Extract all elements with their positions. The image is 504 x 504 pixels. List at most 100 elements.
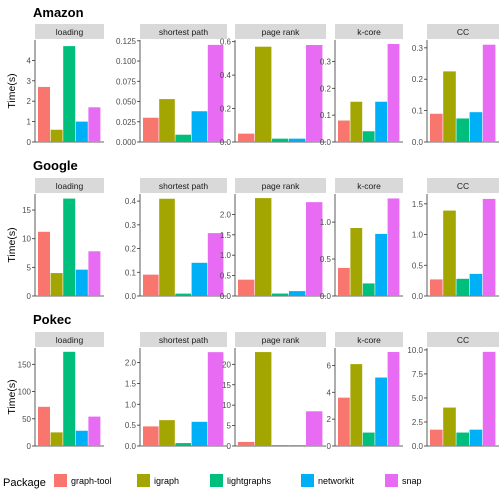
y-tick-label: 0.6 bbox=[220, 38, 232, 47]
bar-graph-tool bbox=[143, 426, 159, 446]
bar-snap bbox=[88, 107, 101, 142]
bar-graph-tool bbox=[338, 120, 350, 142]
y-tick-label: 150 bbox=[18, 360, 32, 369]
bar-lightgraphs bbox=[175, 443, 191, 446]
legend-title: Package bbox=[3, 477, 46, 489]
row-title: Google bbox=[33, 158, 78, 173]
y-tick-label: 1.5 bbox=[412, 200, 424, 209]
y-tick-label: 100 bbox=[18, 388, 32, 397]
y-tick-label: 5 bbox=[227, 422, 232, 431]
y-axis-label: Time(s) bbox=[6, 379, 18, 414]
y-tick-label: 0.3 bbox=[412, 44, 424, 53]
bar-graph-tool bbox=[430, 429, 443, 446]
bar-graph-tool bbox=[143, 274, 159, 296]
facet-strip bbox=[35, 178, 104, 193]
y-tick-label: 10 bbox=[22, 235, 31, 244]
bar-lightgraphs bbox=[272, 445, 289, 446]
bar-snap bbox=[482, 44, 496, 143]
legend-key-networkit bbox=[301, 474, 314, 487]
bar-igraph bbox=[255, 198, 272, 296]
bar-snap bbox=[482, 198, 496, 296]
legend-key-igraph bbox=[137, 474, 150, 487]
facet-strip-label: page rank bbox=[262, 335, 301, 345]
bar-graph-tool bbox=[143, 117, 159, 142]
facet-strip bbox=[427, 24, 499, 39]
bar-graph-tool bbox=[338, 397, 350, 446]
facet-strip-label: loading bbox=[56, 27, 84, 37]
y-tick-label: 6 bbox=[327, 361, 332, 370]
facet-strip bbox=[335, 178, 403, 193]
y-tick-label: 0.1 bbox=[125, 268, 137, 277]
bar-networkit bbox=[289, 445, 306, 446]
y-tick-label: 0.5 bbox=[125, 421, 137, 430]
panel-page-rank: page rank 0.0 0.5 1.0 1.5 2.0 bbox=[220, 178, 326, 301]
y-tick-label: 0.2 bbox=[220, 105, 232, 114]
bar-lightgraphs bbox=[362, 131, 375, 142]
legend-key-snap bbox=[385, 474, 398, 487]
y-tick-label: 0.4 bbox=[125, 197, 137, 206]
facet-strip-label: shortest path bbox=[159, 335, 208, 345]
y-tick-label: 0.0 bbox=[220, 138, 232, 147]
y-axis-label: Time(s) bbox=[6, 227, 18, 262]
legend-key-lightgraphs bbox=[210, 474, 223, 487]
bar-networkit bbox=[375, 101, 387, 142]
y-tick-label: 0.2 bbox=[320, 84, 332, 93]
bar-igraph bbox=[50, 129, 63, 142]
bar-lightgraphs bbox=[63, 46, 76, 143]
y-tick-label: 0 bbox=[227, 442, 232, 451]
panel-cc: CC 0.0 0.1 0.2 0.3 bbox=[412, 24, 499, 147]
bar-igraph bbox=[255, 46, 272, 143]
bar-snap bbox=[306, 411, 323, 446]
bar-graph-tool bbox=[338, 267, 350, 296]
bar-networkit bbox=[375, 233, 387, 296]
y-tick-label: 4 bbox=[27, 56, 32, 65]
y-tick-label: 15 bbox=[222, 381, 231, 390]
y-tick-label: 0 bbox=[27, 292, 32, 301]
bar-lightgraphs bbox=[175, 293, 191, 296]
bar-networkit bbox=[191, 262, 208, 296]
facet-strip-label: loading bbox=[56, 335, 84, 345]
bar-networkit bbox=[75, 430, 88, 446]
y-tick-label: 1.5 bbox=[220, 231, 232, 240]
facet-strip bbox=[140, 178, 227, 193]
facet-strip-label: shortest path bbox=[159, 181, 208, 191]
panel-k-core: k-core 0.0 0.5 1.0 bbox=[320, 178, 403, 301]
y-tick-label: 1.0 bbox=[320, 218, 332, 227]
bar-igraph bbox=[159, 420, 175, 446]
bar-igraph bbox=[350, 228, 363, 296]
y-tick-label: 0.5 bbox=[412, 261, 424, 270]
bar-snap bbox=[482, 351, 496, 446]
bar-lightgraphs bbox=[456, 432, 469, 446]
facet-strip-label: shortest path bbox=[159, 27, 208, 37]
bar-igraph bbox=[443, 71, 456, 142]
bar-lightgraphs bbox=[456, 118, 469, 142]
y-tick-label: 0.0 bbox=[125, 442, 137, 451]
bar-graph-tool bbox=[38, 231, 50, 296]
bar-snap bbox=[387, 198, 400, 296]
facet-strip-label: k-core bbox=[357, 335, 381, 345]
y-tick-label: 1.5 bbox=[125, 379, 137, 388]
bar-lightgraphs bbox=[362, 283, 375, 296]
bar-igraph bbox=[159, 99, 175, 142]
bar-graph-tool bbox=[238, 133, 255, 142]
y-tick-label: 7.5 bbox=[412, 370, 424, 379]
bar-igraph bbox=[443, 407, 456, 446]
y-tick-label: 4 bbox=[327, 388, 332, 397]
bar-networkit bbox=[469, 112, 483, 142]
facet-strip bbox=[235, 332, 326, 347]
facet-strip-label: CC bbox=[457, 27, 469, 37]
bar-snap bbox=[88, 251, 101, 296]
bar-snap bbox=[387, 44, 400, 142]
bar-snap bbox=[207, 44, 224, 142]
panel-loading: loading 0 50 100 150 bbox=[18, 332, 104, 451]
legend-label: igraph bbox=[154, 476, 179, 486]
y-tick-label: 0.0 bbox=[125, 292, 137, 301]
panel-page-rank: page rank 0 5 10 15 20 bbox=[222, 332, 326, 451]
panel-k-core: k-core 0 2 4 6 bbox=[327, 332, 403, 451]
bar-networkit bbox=[289, 291, 306, 296]
y-tick-label: 0 bbox=[27, 442, 32, 451]
bar-networkit bbox=[469, 429, 483, 446]
bar-snap bbox=[306, 45, 323, 143]
facet-strip bbox=[140, 332, 227, 347]
